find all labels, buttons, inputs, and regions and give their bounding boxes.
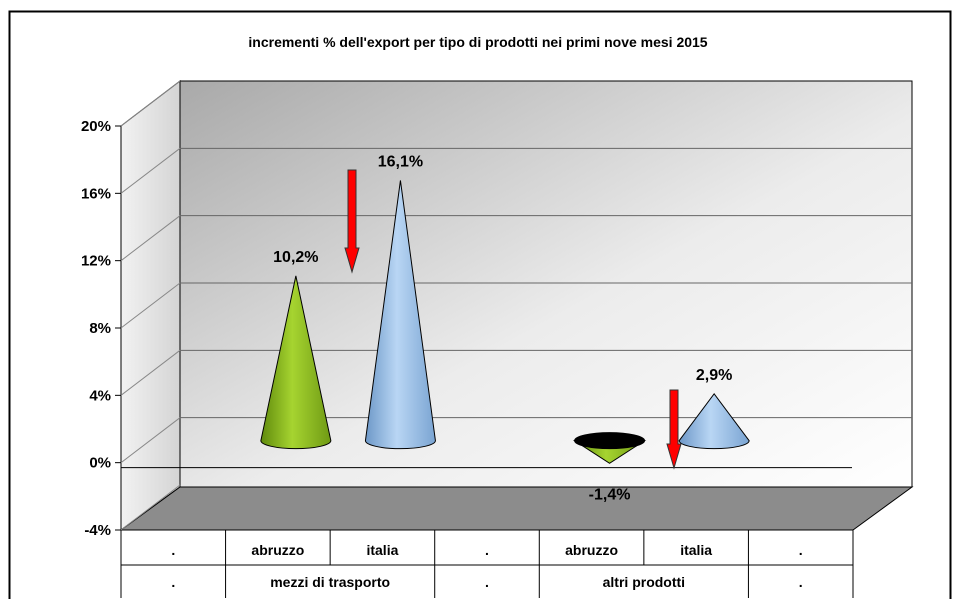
- cones: [260, 180, 750, 464]
- chart-title: incrementi % dell'export per tipo di pro…: [248, 34, 707, 50]
- data-labels: 10,2% 16,1% -1,4% 2,9%: [273, 153, 732, 503]
- cone-top-ellipse: [574, 432, 646, 450]
- side-gridline: [120, 417, 181, 464]
- category-label: abruzzo: [251, 542, 304, 558]
- floor: [119, 486, 914, 531]
- data-label: 16,1%: [378, 153, 423, 170]
- group-label: mezzi di trasporto: [270, 574, 390, 590]
- side-gridline: [120, 215, 181, 262]
- group-label: .: [171, 574, 175, 590]
- side-gridline: [120, 484, 181, 531]
- group-label: .: [799, 574, 803, 590]
- category-label: .: [799, 542, 803, 558]
- side-gridline: [120, 80, 181, 127]
- category-table: . abruzzo italia. abruzzo italia.. mezzi di t…: [120, 530, 854, 598]
- category-label: .: [485, 542, 489, 558]
- side-gridline: [120, 282, 181, 329]
- category-label: italia: [680, 542, 712, 558]
- category-label: .: [171, 542, 175, 558]
- cone-italia: [364, 180, 436, 450]
- cone-abruzzo: [260, 275, 332, 450]
- y-tick-label: 8%: [89, 320, 111, 337]
- category-label: abruzzo: [565, 542, 618, 558]
- group-label: .: [485, 574, 489, 590]
- y-tick-label: 16%: [81, 185, 111, 202]
- group-label: altri prodotti: [603, 574, 685, 590]
- y-tick-label: 20%: [81, 118, 111, 135]
- y-tick-label: 0%: [89, 455, 111, 472]
- y-tick-label: 4%: [89, 387, 111, 404]
- arrow-down-2: [666, 389, 682, 470]
- data-label: -1,4%: [589, 486, 631, 503]
- y-axis: -4% 0% 4% 8% 12% 16% 20%: [81, 118, 121, 539]
- y-tick-label: -4%: [84, 522, 111, 539]
- side-gridline: [120, 147, 181, 194]
- y-tick-label: 12%: [81, 253, 111, 270]
- data-label: 10,2%: [273, 249, 318, 266]
- category-label: italia: [366, 542, 398, 558]
- side-gridline: [120, 349, 181, 396]
- annotations: [344, 169, 682, 470]
- cone-italia: [678, 392, 750, 450]
- arrow-down-1: [344, 169, 360, 274]
- data-label: 2,9%: [696, 367, 732, 384]
